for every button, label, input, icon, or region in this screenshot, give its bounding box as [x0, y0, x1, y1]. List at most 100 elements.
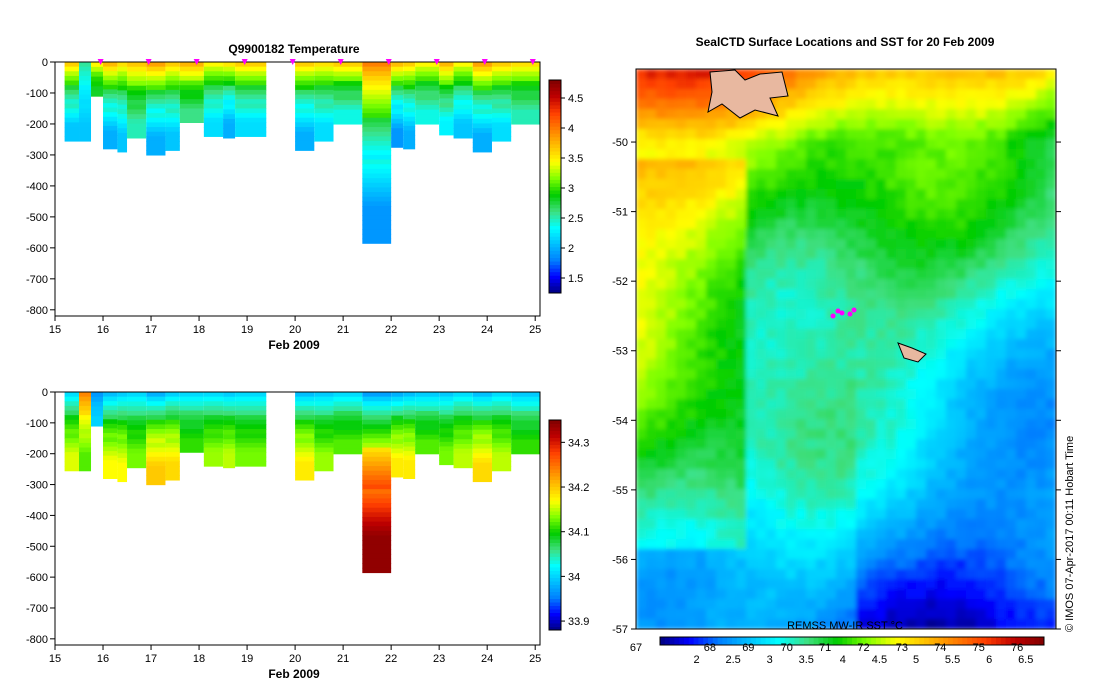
profile-cell: [223, 453, 236, 459]
profile-cell: [117, 147, 128, 153]
profile-cell: [391, 434, 404, 440]
profile-cell: [117, 109, 128, 115]
profile-cell: [415, 420, 440, 426]
profile-cell: [235, 456, 267, 463]
temperature-title: Q9900182 Temperature: [228, 42, 360, 56]
profile-cell: [491, 99, 512, 105]
colorbar-segment: [880, 637, 887, 645]
profile-cell: [79, 415, 92, 421]
profile-cell: [415, 114, 440, 120]
colorbar-segment: [904, 637, 911, 645]
colorbar-segment: [549, 570, 561, 575]
profile-cell: [203, 442, 224, 449]
salinity-panel: 0 -100 -200 -300 -400 -500 -600 -700 -800 15 16 17…: [26, 387, 589, 681]
profile-cell: [103, 84, 118, 90]
profile-cell: [235, 108, 267, 114]
profile-cell: [415, 85, 440, 92]
colorbar-segment: [549, 514, 561, 519]
profile-cell: [391, 109, 404, 115]
profile-cell: [403, 89, 416, 95]
profile-cell: [472, 424, 492, 431]
x-tick-label: 24: [481, 324, 493, 336]
profile-cell: [146, 461, 166, 467]
profile-cell: [165, 122, 180, 128]
profile-column: [64, 62, 80, 142]
profile-cell: [91, 81, 104, 87]
profile-cell: [203, 94, 224, 100]
colorbar-segment: [549, 434, 561, 438]
colorbar-segment: [703, 637, 709, 645]
colorbar-segment: [693, 637, 699, 645]
profile-cell: [415, 429, 440, 436]
colorbar-segment: [751, 637, 757, 645]
colorbar-segment: [549, 476, 561, 480]
colorbar-segment: [756, 637, 762, 645]
profile-cell: [127, 71, 147, 77]
profile-column: [91, 62, 104, 97]
profile-cell: [127, 128, 147, 134]
profile-cell: [314, 452, 334, 458]
profile-cell: [64, 405, 80, 412]
profile-cell: [91, 416, 104, 422]
profile-cell: [103, 401, 118, 407]
profile-cell: [203, 415, 224, 421]
profile-cell: [403, 423, 416, 429]
profile-cell: [472, 71, 492, 77]
profile-cell: [165, 475, 180, 481]
profile-cell: [146, 415, 166, 421]
colorbar-segment: [900, 637, 906, 645]
profile-cell: [491, 117, 512, 124]
colorbar-segment: [943, 637, 949, 645]
x-tick-label: 17: [145, 324, 157, 336]
profile-cell: [79, 127, 92, 133]
profile-cell: [117, 448, 128, 454]
profile-cell: [403, 446, 416, 452]
profile-cell: [223, 71, 236, 77]
profile-cell: [439, 410, 454, 416]
profile-cell: [491, 80, 512, 86]
profile-cell: [103, 89, 118, 95]
profile-cell: [453, 420, 473, 426]
profile-cell: [117, 142, 128, 148]
profile-cell: [295, 75, 315, 82]
profile-cell: [453, 429, 473, 436]
profile-cell: [203, 429, 224, 435]
colorbar-segment: [664, 637, 671, 645]
profile-cell: [403, 98, 416, 104]
profile-cell: [511, 406, 540, 412]
seal-location-marker: [835, 308, 841, 314]
profile-cell: [362, 452, 392, 458]
profile-cell: [439, 423, 454, 429]
profile-cell: [295, 89, 315, 96]
profile-cell: [362, 438, 392, 444]
colorbar-segment: [976, 637, 983, 645]
profile-cell: [439, 437, 454, 443]
profile-cell: [127, 114, 147, 120]
profile-cell: [472, 439, 492, 445]
profile-column: [117, 62, 128, 153]
profile-cell: [91, 406, 104, 412]
x-tick-label: 22: [385, 653, 397, 665]
profile-cell: [391, 462, 404, 469]
profile-cell: [391, 406, 404, 412]
profile-cell: [127, 462, 147, 469]
profile-cell: [472, 406, 492, 412]
profile-cell: [333, 444, 363, 450]
profile-cell: [64, 85, 80, 91]
colorbar-tick-label: 34.1: [568, 527, 589, 539]
colorbar-segment: [549, 257, 561, 262]
profile-cell: [203, 419, 224, 425]
profile-cell: [403, 139, 416, 145]
salinity-cells: [64, 392, 540, 574]
colorbar-segment: [991, 637, 997, 645]
temperature-panel: Q9900182 Temperature 0 -100 -200 -300 -400 -5…: [26, 42, 583, 352]
x-tick-label: 20: [289, 324, 301, 336]
profile-cell: [203, 438, 224, 444]
profile-cell: [391, 396, 404, 403]
profile-cell: [333, 85, 363, 92]
colorbar-tick-label: 34.3: [568, 437, 589, 449]
profile-cell: [491, 447, 512, 453]
profile-column: [453, 62, 473, 139]
profile-cell: [203, 108, 224, 114]
profile-cell: [403, 432, 416, 439]
